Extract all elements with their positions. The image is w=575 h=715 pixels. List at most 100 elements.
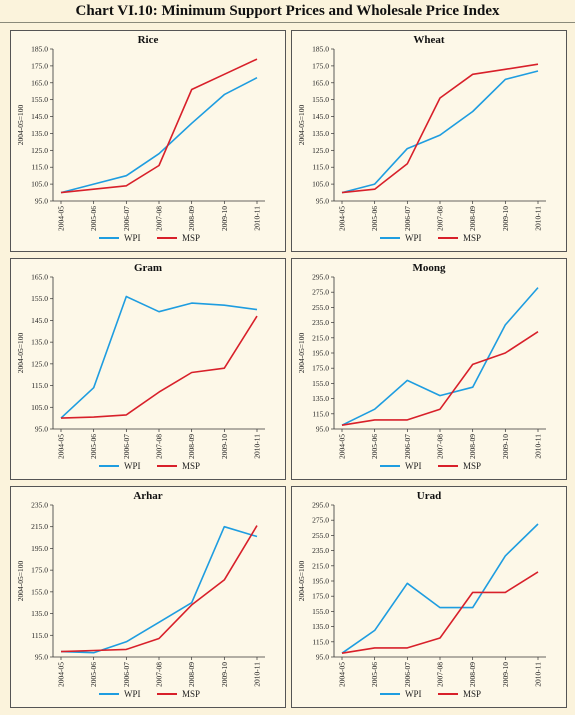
legend-label-msp: MSP: [463, 461, 481, 471]
y-tick-label: 295.0: [312, 273, 329, 282]
y-tick-label: 195.0: [312, 349, 329, 358]
y-tick-label: 165.0: [312, 78, 329, 87]
y-tick-label: 115.0: [312, 163, 329, 172]
series-line-msp: [60, 525, 258, 653]
x-tick-label: 2005-06: [89, 662, 98, 687]
y-axis-label: 2004-05=100: [297, 105, 306, 146]
y-tick-label: 255.0: [312, 531, 329, 540]
x-tick-label: 2006-07: [403, 206, 412, 231]
y-tick-label: 175.0: [312, 364, 329, 373]
y-tick-label: 155.0: [31, 294, 48, 303]
y-tick-label: 145.0: [31, 316, 48, 325]
x-tick-label: 2005-06: [370, 206, 379, 231]
x-tick-label: 2010-11: [534, 434, 543, 459]
y-tick-label: 215.0: [312, 333, 329, 342]
panel-urad: Urad 95.0 115.0 135.0 155.0 175.0 195.0 215.0 23…: [291, 486, 567, 708]
y-tick-label: 115.0: [312, 409, 329, 418]
legend-label-wpi: WPI: [405, 461, 422, 471]
y-tick-label: 125.0: [31, 359, 48, 368]
x-tick-label: 2004-05: [57, 206, 66, 231]
y-tick-label: 195.0: [312, 577, 329, 586]
x-tick-label: 2009-10: [220, 662, 229, 687]
y-tick-label: 95.0: [35, 653, 48, 662]
panel-arhar: Arhar 95.0 115.0 135.0 155.0 175.0 195.0 215.0 2…: [10, 486, 286, 708]
legend-label-wpi: WPI: [405, 689, 422, 699]
panel-moong: Moong 95.0 115.0 135.0 155.0 175.0 195.0 215.0 2…: [291, 258, 567, 480]
x-tick-label: 2005-06: [370, 662, 379, 687]
panel-title: Wheat: [413, 34, 445, 46]
y-tick-label: 135.0: [31, 609, 48, 618]
y-tick-label: 115.0: [31, 631, 48, 640]
panel-title: Rice: [138, 34, 159, 46]
y-tick-label: 95.0: [316, 425, 329, 434]
y-tick-label: 95.0: [316, 653, 329, 662]
series-line-msp: [60, 315, 258, 419]
legend-label-msp: MSP: [463, 233, 481, 243]
x-tick-label: 2008-09: [468, 434, 477, 459]
y-tick-label: 175.0: [31, 566, 48, 575]
y-tick-label: 145.0: [312, 112, 329, 121]
x-tick-label: 2004-05: [57, 434, 66, 459]
series-line-wpi: [60, 525, 258, 654]
x-tick-label: 2006-07: [122, 434, 131, 459]
y-tick-label: 295.0: [312, 501, 329, 510]
y-tick-label: 235.0: [31, 501, 48, 510]
y-tick-label: 115.0: [312, 637, 329, 646]
x-tick-label: 2006-07: [122, 662, 131, 687]
y-tick-label: 195.0: [31, 544, 48, 553]
x-tick-label: 2007-08: [155, 662, 164, 687]
x-tick-label: 2005-06: [89, 206, 98, 231]
x-tick-label: 2008-09: [187, 206, 196, 231]
y-tick-label: 185.0: [312, 45, 329, 54]
x-tick-label: 2009-10: [501, 206, 510, 231]
y-tick-label: 135.0: [312, 622, 329, 631]
y-tick-label: 255.0: [312, 303, 329, 312]
y-tick-label: 165.0: [31, 273, 48, 282]
series-line-wpi: [341, 70, 539, 194]
legend-label-wpi: WPI: [124, 461, 141, 471]
chart-moong: Moong 95.0 115.0 135.0 155.0 175.0 195.0 215.0 2…: [297, 262, 546, 471]
y-tick-label: 185.0: [31, 45, 48, 54]
y-tick-label: 135.0: [312, 129, 329, 138]
x-tick-label: 2008-09: [468, 662, 477, 687]
y-tick-label: 155.0: [312, 379, 329, 388]
chart-rice: Rice 95.0 105.0 115.0 125.0 135.0 145.0 155.0 16…: [16, 34, 265, 243]
y-tick-label: 155.0: [31, 95, 48, 104]
y-tick-label: 275.0: [312, 516, 329, 525]
y-tick-label: 135.0: [31, 338, 48, 347]
legend-label-wpi: WPI: [124, 233, 141, 243]
legend-label-msp: MSP: [182, 233, 200, 243]
legend-label-wpi: WPI: [405, 233, 422, 243]
panel-wheat: Wheat 95.0 105.0 115.0 125.0 135.0 145.0 155.0 1…: [291, 30, 567, 252]
y-tick-label: 125.0: [31, 146, 48, 155]
x-tick-label: 2007-08: [436, 662, 445, 687]
x-tick-label: 2006-07: [403, 434, 412, 459]
panel-title: Arhar: [133, 490, 162, 502]
x-tick-label: 2007-08: [155, 206, 164, 231]
y-tick-label: 105.0: [31, 403, 48, 412]
chart-arhar: Arhar 95.0 115.0 135.0 155.0 175.0 195.0 215.0 2…: [16, 490, 265, 699]
y-tick-label: 155.0: [312, 95, 329, 104]
x-tick-label: 2008-09: [187, 434, 196, 459]
x-tick-label: 2010-11: [534, 662, 543, 687]
x-tick-label: 2010-11: [534, 206, 543, 231]
y-tick-label: 165.0: [31, 78, 48, 87]
chart-urad: Urad 95.0 115.0 135.0 155.0 175.0 195.0 215.0 23…: [297, 490, 546, 699]
series-line-msp: [341, 331, 539, 426]
x-tick-label: 2006-07: [122, 206, 131, 231]
y-axis-label: 2004-05=100: [297, 561, 306, 602]
y-tick-label: 175.0: [312, 61, 329, 70]
y-tick-label: 145.0: [31, 112, 48, 121]
legend-label-wpi: WPI: [124, 689, 141, 699]
x-tick-label: 2008-09: [187, 662, 196, 687]
x-tick-label: 2004-05: [57, 662, 66, 687]
series-line-wpi: [60, 76, 258, 194]
chart-gram: Gram 95.0 105.0 115.0 125.0 135.0 145.0 155.0 16…: [16, 262, 265, 471]
legend-label-msp: MSP: [463, 689, 481, 699]
x-tick-label: 2009-10: [220, 206, 229, 231]
y-tick-label: 135.0: [312, 394, 329, 403]
y-tick-label: 215.0: [312, 561, 329, 570]
series-line-msp: [341, 63, 539, 194]
y-axis-label: 2004-05=100: [297, 333, 306, 374]
y-tick-label: 175.0: [31, 61, 48, 70]
